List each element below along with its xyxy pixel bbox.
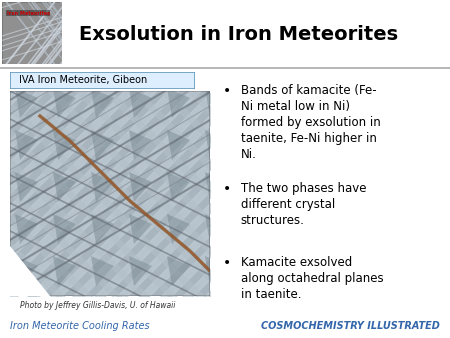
Polygon shape bbox=[129, 214, 152, 244]
Polygon shape bbox=[129, 130, 152, 160]
Text: IVA Iron Meteorite, Gibeon: IVA Iron Meteorite, Gibeon bbox=[19, 75, 148, 86]
Text: Bands of kamacite (Fe-
Ni metal low in Ni)
formed by exsolution in
taenite, Fe-N: Bands of kamacite (Fe- Ni metal low in N… bbox=[241, 84, 381, 161]
Polygon shape bbox=[15, 172, 38, 202]
Text: Iron Meteorites: Iron Meteorites bbox=[7, 11, 50, 16]
Polygon shape bbox=[129, 172, 152, 202]
Polygon shape bbox=[53, 130, 76, 160]
Text: Iron Meteorite Cooling Rates: Iron Meteorite Cooling Rates bbox=[10, 321, 149, 331]
Polygon shape bbox=[91, 214, 114, 244]
Polygon shape bbox=[205, 214, 228, 244]
Text: Photo by Jeffrey Gillis-Davis, U. of Hawaii: Photo by Jeffrey Gillis-Davis, U. of Haw… bbox=[21, 300, 176, 310]
Polygon shape bbox=[129, 88, 152, 118]
Polygon shape bbox=[15, 214, 38, 244]
Text: Exsolution in Iron Meteorites: Exsolution in Iron Meteorites bbox=[79, 25, 398, 45]
Polygon shape bbox=[167, 130, 190, 160]
Polygon shape bbox=[91, 130, 114, 160]
Polygon shape bbox=[167, 256, 190, 286]
Polygon shape bbox=[167, 214, 190, 244]
Polygon shape bbox=[91, 172, 114, 202]
Polygon shape bbox=[91, 88, 114, 118]
Text: •: • bbox=[223, 256, 231, 270]
Polygon shape bbox=[129, 256, 152, 286]
Polygon shape bbox=[10, 246, 50, 296]
Polygon shape bbox=[15, 88, 38, 118]
Text: The two phases have
different crystal
structures.: The two phases have different crystal st… bbox=[241, 182, 366, 227]
Text: •: • bbox=[223, 84, 231, 98]
Text: COSMOCHEMISTRY ILLUSTRATED: COSMOCHEMISTRY ILLUSTRATED bbox=[261, 321, 440, 331]
Polygon shape bbox=[205, 130, 228, 160]
Polygon shape bbox=[53, 256, 76, 286]
Polygon shape bbox=[91, 256, 114, 286]
Text: Kamacite exsolved
along octahedral planes
in taenite.: Kamacite exsolved along octahedral plane… bbox=[241, 256, 383, 301]
Polygon shape bbox=[205, 88, 228, 118]
Polygon shape bbox=[167, 172, 190, 202]
Polygon shape bbox=[53, 214, 76, 244]
Polygon shape bbox=[15, 256, 38, 286]
Polygon shape bbox=[167, 88, 190, 118]
Text: •: • bbox=[223, 182, 231, 196]
Polygon shape bbox=[15, 130, 38, 160]
Polygon shape bbox=[53, 172, 76, 202]
Polygon shape bbox=[205, 172, 228, 202]
Polygon shape bbox=[205, 256, 228, 286]
Polygon shape bbox=[53, 88, 76, 118]
